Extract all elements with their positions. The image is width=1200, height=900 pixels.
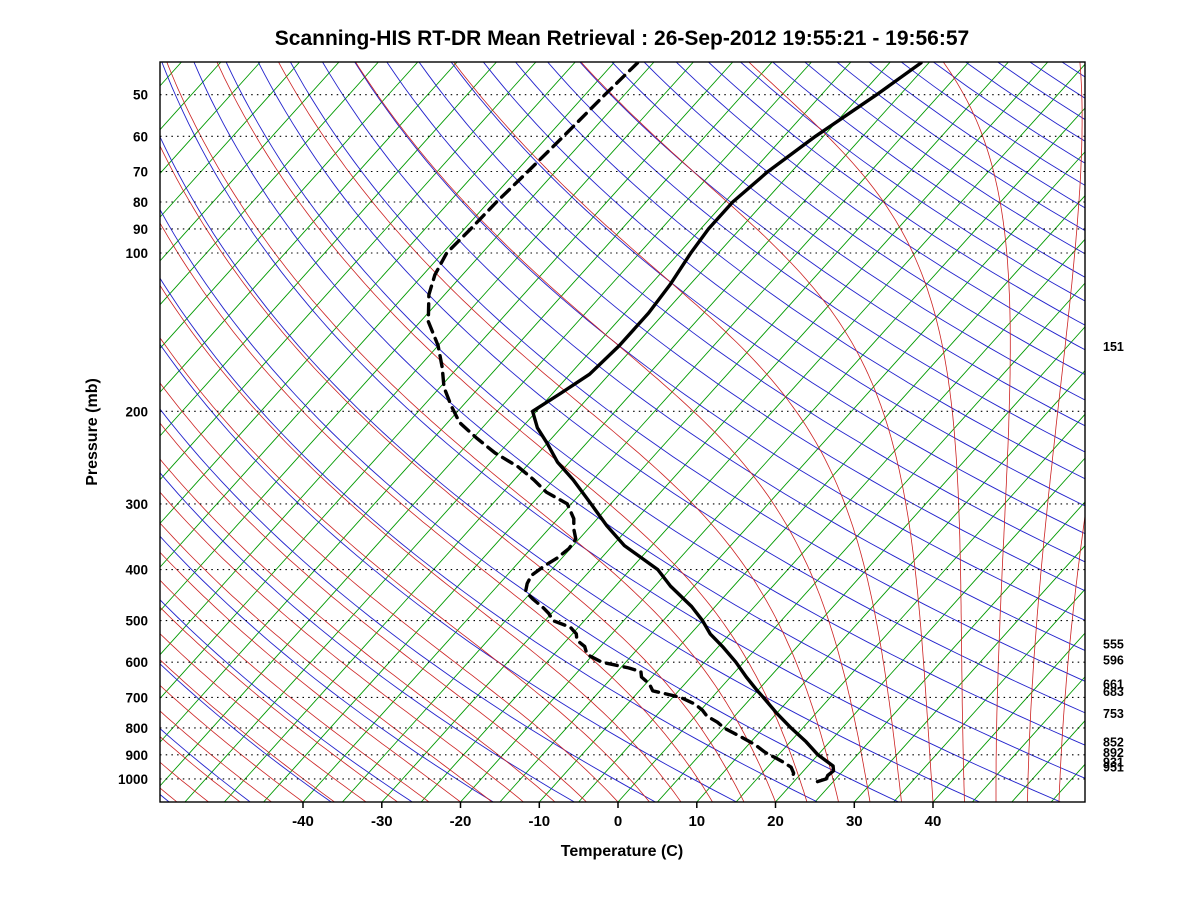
temperature-curve [530,62,923,784]
pressure-tick-label: 300 [125,497,148,512]
temperature-tick-label: 10 [688,813,705,830]
temperature-tick-label: 0 [614,813,622,830]
level-label: 151 [1103,340,1124,354]
dew-point-curve [426,62,796,781]
pressure-tick-label: 70 [133,165,148,180]
isobar-gridlines [160,94,1085,780]
pressure-tick-label: 400 [125,563,148,578]
pressure-tick-label: 700 [125,690,148,705]
y-axis-label: Pressure (mb) [84,378,101,486]
pressure-tick-label: 800 [125,721,148,736]
pressure-tick-label: 80 [133,195,148,210]
pressure-tick-label: 900 [125,748,148,763]
moist-adiabat-lines [160,62,1085,802]
level-label: 661 [1103,677,1124,691]
pressure-tick-label: 500 [125,614,148,629]
chart-title: Scanning-HIS RT-DR Mean Retrieval : 26-S… [275,27,969,50]
level-label: 951 [1103,760,1124,774]
plot-frame [159,61,1086,803]
x-axis-label: Temperature (C) [561,843,683,860]
level-label: 555 [1103,637,1124,651]
pressure-tick-label: 50 [133,88,148,103]
level-label: 753 [1103,707,1124,721]
plot-area [160,62,1085,802]
level-label: 852 [1103,735,1124,749]
dry-adiabat-lines [160,62,1085,802]
axis-layer: 5060708090100200300400500600700800900100… [118,88,1124,830]
temperature-tick-label: -10 [528,813,550,830]
level-label: 683 [1103,685,1124,699]
pressure-tick-label: 1000 [118,772,148,787]
temperature-tick-label: 30 [846,813,863,830]
temperature-tick-label: 40 [925,813,942,830]
level-label: 931 [1103,756,1124,770]
pressure-tick-label: 90 [133,222,148,237]
temperature-tick-label: -20 [450,813,472,830]
pressure-tick-label: 200 [125,404,148,419]
level-label: 596 [1103,654,1124,668]
temperature-tick-label: -40 [292,813,314,830]
pressure-tick-label: 100 [125,246,148,261]
level-label: 892 [1103,746,1124,760]
pressure-tick-label: 600 [125,655,148,670]
pressure-tick-label: 60 [133,129,148,144]
temperature-tick-label: -30 [371,813,393,830]
temperature-tick-label: 20 [767,813,784,830]
axis-ticks-and-labels: 5060708090100200300400500600700800900100… [118,88,1124,830]
